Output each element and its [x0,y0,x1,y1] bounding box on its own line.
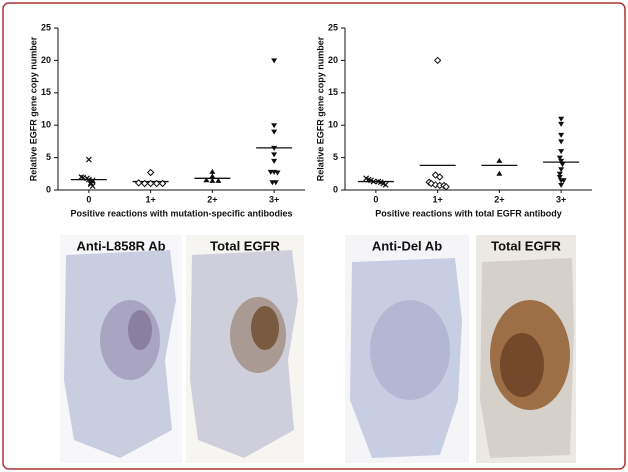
data-point [271,145,278,151]
data-point [560,178,567,184]
x-tick-label: 1+ [145,194,155,204]
data-point [274,170,281,176]
data-point [433,56,442,65]
data-point [556,155,563,161]
data-point [134,179,143,187]
data-point [215,177,222,183]
x-tick-label: 2+ [494,194,504,204]
data-point [558,149,565,155]
y-tick-label: 15 [41,87,51,97]
data-point [496,157,503,163]
data-point [209,168,216,174]
image-label: Total EGFR [210,238,280,253]
x-axis-title: Positive reactions with total EGFR antib… [375,208,562,218]
data-point [558,182,565,188]
image-label: Anti-L858R Ab [76,238,165,253]
y-tick-label: 25 [328,22,338,32]
image-label: Total EGFR [491,238,561,253]
data-point [271,158,278,164]
x-tick-label: 0 [86,194,91,204]
data-point [558,121,565,127]
data-point [370,178,377,185]
data-point [272,180,279,186]
data-point [559,162,566,168]
tissue-image [345,235,469,463]
y-tick-label: 25 [41,22,51,32]
data-point [89,183,96,190]
y-axis-title: Relative EGFR gene copy number [315,36,325,181]
data-point [436,173,444,181]
data-point [152,179,161,188]
y-tick-label: 5 [46,152,51,162]
data-point [271,58,278,64]
y-tick-label: 10 [41,120,51,130]
y-tick-label: 20 [328,55,338,65]
x-tick-label: 2+ [207,194,217,204]
y-tick-label: 0 [46,184,51,194]
data-point [382,181,389,188]
y-tick-label: 0 [333,184,338,194]
data-point [556,171,563,177]
data-point [209,177,216,183]
tissue-image [476,235,576,463]
y-tick-label: 15 [328,87,338,97]
x-tick-label: 0 [373,194,378,204]
data-point [558,158,565,164]
y-axis-title: Relative EGFR gene copy number [28,36,38,181]
data-point [209,173,216,179]
tissue-image [186,235,304,463]
y-tick-label: 5 [333,152,338,162]
tissue-image [60,235,182,463]
y-tick-label: 10 [328,120,338,130]
x-tick-label: 3+ [269,194,279,204]
data-point [85,156,92,163]
data-point [558,139,565,145]
data-point [140,179,149,188]
data-point [146,179,155,188]
data-point [271,123,278,129]
data-point [558,116,565,122]
data-point [146,168,155,177]
image-label: Anti-Del Ab [372,238,442,253]
data-point [203,177,210,183]
y-tick-label: 20 [41,55,51,65]
x-tick-label: 3+ [556,194,566,204]
data-point [271,152,278,158]
data-point [558,167,565,173]
x-axis-title: Positive reactions with mutation-specifi… [70,208,292,218]
data-point [558,132,565,138]
data-point [442,183,450,191]
data-point [496,170,503,176]
data-point [556,175,563,181]
x-tick-label: 1+ [432,194,442,204]
data-point [87,179,94,186]
data-point [271,129,278,135]
data-point [158,179,167,188]
